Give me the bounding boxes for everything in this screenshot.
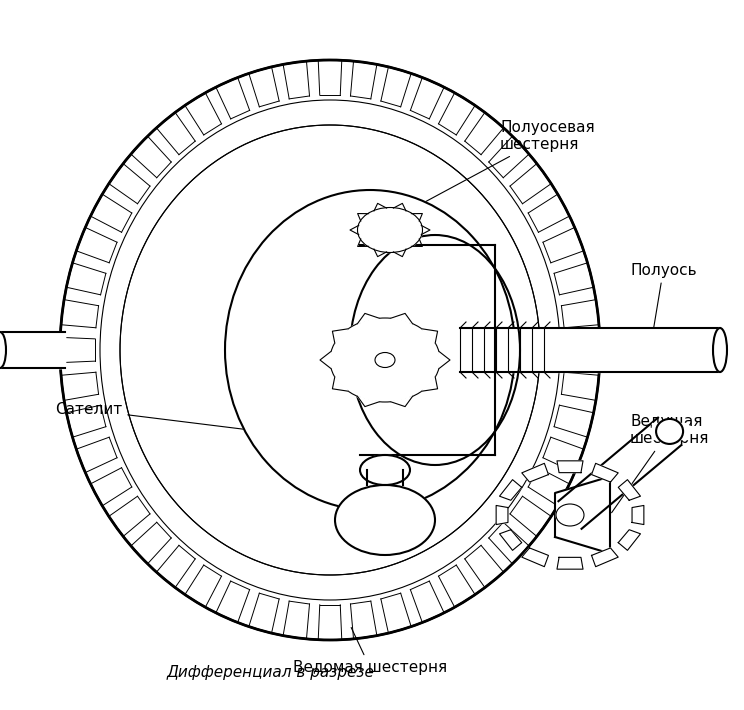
Polygon shape [422,329,437,343]
Polygon shape [618,480,641,501]
Ellipse shape [330,318,440,402]
Ellipse shape [656,419,683,444]
Ellipse shape [360,455,410,485]
Polygon shape [333,329,348,343]
Polygon shape [522,548,548,567]
Polygon shape [391,313,412,324]
Polygon shape [591,548,618,567]
Text: Полуосевая
шестерня: Полуосевая шестерня [412,120,594,209]
Ellipse shape [225,190,515,510]
Ellipse shape [556,504,584,526]
Polygon shape [618,530,641,550]
Polygon shape [358,396,379,407]
Polygon shape [522,464,548,482]
Polygon shape [358,313,379,324]
Polygon shape [632,506,644,525]
Text: Ведущая
шестерня: Ведущая шестерня [612,414,709,513]
Polygon shape [320,351,331,368]
Polygon shape [391,396,412,407]
Text: Полуось: Полуось [630,263,696,347]
Polygon shape [557,461,583,473]
Polygon shape [422,377,437,391]
Ellipse shape [350,235,520,465]
Polygon shape [333,377,348,391]
Text: Дифференциал в разрезе: Дифференциал в разрезе [166,665,374,680]
Text: Ведомая шестерня: Ведомая шестерня [293,628,447,675]
Polygon shape [557,557,583,569]
Text: Сателит: Сателит [55,403,247,430]
Ellipse shape [375,352,395,368]
Ellipse shape [335,485,435,555]
Ellipse shape [358,207,423,253]
Polygon shape [439,351,450,368]
FancyBboxPatch shape [360,245,495,455]
Polygon shape [591,464,618,482]
Polygon shape [499,480,522,501]
Polygon shape [555,476,610,554]
Polygon shape [496,506,508,525]
Ellipse shape [0,332,6,368]
Ellipse shape [713,328,727,372]
Polygon shape [499,530,522,550]
